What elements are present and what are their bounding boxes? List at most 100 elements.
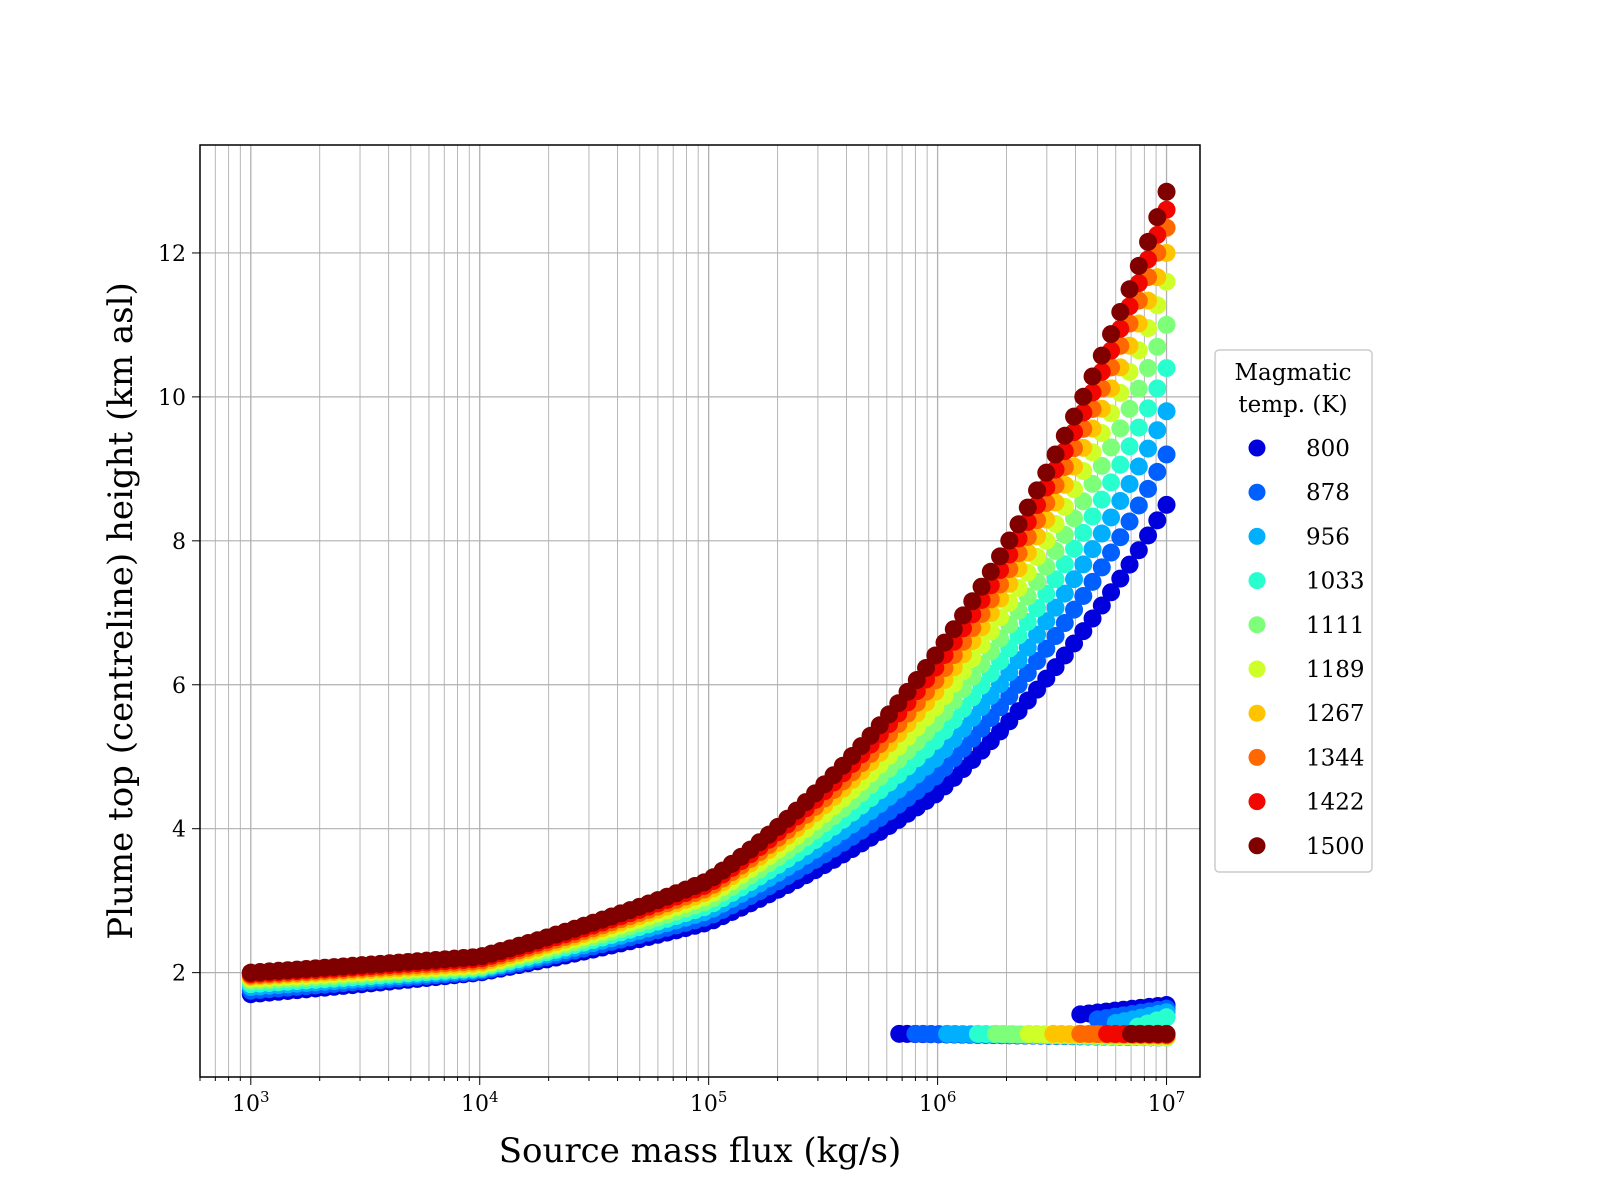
data-point	[1129, 541, 1148, 560]
data-point	[1111, 455, 1130, 474]
data-point	[1055, 584, 1074, 603]
legend-label-1111: 1111	[1306, 613, 1365, 639]
data-point	[991, 547, 1010, 566]
data-point	[1102, 325, 1121, 344]
legend-title-line-2: temp. (K)	[1238, 392, 1347, 418]
data-point	[1028, 652, 1047, 671]
legend-marker-1500	[1248, 837, 1266, 855]
data-point	[1074, 387, 1093, 406]
data-point	[1065, 600, 1084, 619]
data-point	[1046, 445, 1065, 464]
data-point	[1129, 379, 1148, 398]
y-tick-label: 12	[158, 242, 186, 267]
x-tick-label: 104	[461, 1088, 499, 1117]
data-point	[1148, 379, 1167, 398]
data-point	[1148, 208, 1167, 227]
data-point	[1009, 515, 1028, 534]
legend-label-1189: 1189	[1306, 657, 1365, 683]
data-point	[1157, 445, 1176, 464]
data-point	[1037, 612, 1056, 631]
legend-marker-800	[1248, 439, 1266, 457]
data-point	[1028, 625, 1047, 644]
data-point	[1111, 569, 1130, 588]
data-point	[1111, 491, 1130, 510]
data-point	[1139, 479, 1158, 498]
data-point	[1092, 490, 1111, 509]
data-point	[981, 562, 1000, 581]
data-point	[954, 606, 973, 625]
data-point	[1046, 598, 1065, 617]
data-point	[1018, 498, 1037, 517]
data-point	[1148, 421, 1167, 440]
axis-ticks: 103 104 105 106 107 2 4 6 8 10 12	[158, 242, 1185, 1117]
data-point	[1102, 438, 1121, 457]
data-point	[1139, 359, 1158, 378]
legend-entries: 800 878 956 1033 1111 1189 1267 1344 1422 1500	[1248, 436, 1365, 860]
data-point	[1074, 555, 1093, 574]
data-point	[1000, 531, 1019, 550]
data-point	[1092, 524, 1111, 543]
data-point	[1083, 540, 1102, 559]
data-point	[1074, 523, 1093, 542]
x-tick-label: 106	[919, 1088, 957, 1117]
data-point	[1157, 1008, 1176, 1027]
y-tick-label: 10	[158, 386, 186, 411]
x-tick-label: 107	[1148, 1088, 1186, 1117]
data-point	[1148, 462, 1167, 481]
x-tick-label: 103	[232, 1088, 270, 1117]
data-point	[1074, 622, 1093, 641]
data-point	[1120, 474, 1139, 493]
x-tick-label: 105	[690, 1088, 728, 1117]
legend-marker-878	[1248, 483, 1266, 501]
data-point	[1102, 583, 1121, 602]
legend-label-1033: 1033	[1306, 569, 1365, 595]
data-point	[1046, 627, 1065, 646]
data-point	[1065, 407, 1084, 426]
legend-label-1500: 1500	[1306, 834, 1365, 860]
data-point	[1157, 1024, 1176, 1043]
legend-label-1422: 1422	[1306, 790, 1365, 816]
data-point	[1129, 418, 1148, 437]
data-point	[1092, 346, 1111, 365]
data-point	[1083, 367, 1102, 386]
data-point	[1148, 511, 1167, 530]
data-point	[1111, 528, 1130, 547]
data-point	[1083, 572, 1102, 591]
legend-marker-956	[1248, 527, 1266, 545]
data-point	[1139, 526, 1158, 545]
data-point	[1148, 337, 1167, 356]
data-point	[1111, 302, 1130, 321]
data-point	[1157, 182, 1176, 201]
x-axis-label: Source mass flux (kg/s)	[499, 1131, 901, 1171]
legend-marker-1344	[1248, 748, 1266, 766]
legend-marker-1033	[1248, 572, 1266, 590]
legend-marker-1267	[1248, 704, 1266, 722]
legend-marker-1189	[1248, 660, 1266, 678]
data-point	[1102, 508, 1121, 527]
data-point	[1083, 474, 1102, 493]
data-point	[1037, 584, 1056, 603]
data-point	[935, 633, 954, 652]
legend: Magmatic temp. (K) 800 878 956 1033 1111 1189…	[1214, 349, 1373, 873]
legend-label-1344: 1344	[1306, 745, 1365, 771]
data-point	[926, 646, 945, 665]
legend-box	[1214, 349, 1373, 873]
data-point	[1046, 570, 1065, 589]
data-point	[1083, 507, 1102, 526]
data-point	[1055, 614, 1074, 633]
y-tick-label: 8	[172, 530, 186, 555]
data-point	[1139, 399, 1158, 418]
data-point	[1102, 543, 1121, 562]
data-point	[1129, 457, 1148, 476]
data-point	[1083, 609, 1102, 628]
data-point	[1065, 634, 1084, 653]
data-point	[1037, 639, 1056, 658]
data-point	[1102, 473, 1121, 492]
legend-label-1267: 1267	[1306, 701, 1365, 727]
data-point	[1055, 426, 1074, 445]
data-point	[1129, 256, 1148, 275]
data-point	[1139, 439, 1158, 458]
data-point	[972, 577, 991, 596]
legend-marker-1422	[1248, 793, 1266, 811]
